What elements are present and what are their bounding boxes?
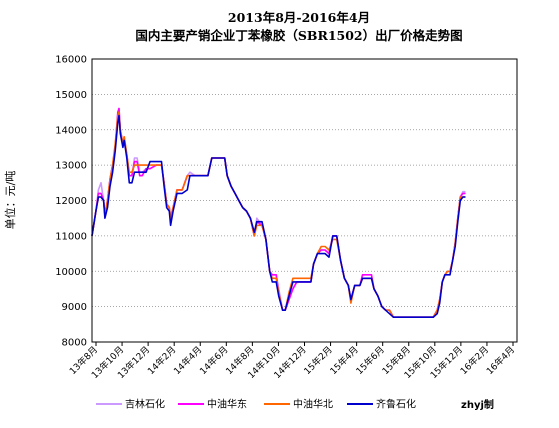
- y-tick-label: 10000: [55, 267, 87, 278]
- y-tick-label: 13000: [55, 161, 87, 172]
- legend: 吉林石化 中油华东 中油华北 齐鲁石化: [96, 398, 416, 411]
- y-tick-label: 12000: [55, 196, 87, 207]
- y-tick-label: 16000: [55, 55, 87, 66]
- series-layer: [91, 107, 466, 318]
- legend-label: 齐鲁石化: [376, 398, 416, 411]
- legend-label: 吉林石化: [125, 398, 165, 411]
- x-tick-labels: 13年8月13年10月13年12月14年2月14年4月14年6月14年8月14年…: [67, 342, 517, 381]
- y-tick-label: 11000: [55, 231, 87, 242]
- grid-layer: [92, 58, 517, 308]
- chart-subtitle: 国内主要产销企业丁苯橡胶（SBR1502）出厂价格走势图: [135, 28, 462, 43]
- x-tick-label: 16年4月: [484, 344, 517, 377]
- plot-frame: [91, 58, 518, 343]
- y-tick-labels: 8000 9000 10000 11000 12000 13000 14000 15000 16…: [55, 55, 87, 349]
- y-tick-label: 15000: [55, 90, 87, 101]
- y-axis-label: 单位：元/吨: [3, 171, 17, 230]
- watermark: zhyj制: [461, 398, 494, 411]
- axis-layer: [91, 58, 518, 343]
- legend-label: 中油华东: [207, 398, 247, 411]
- legend-label: 中油华北: [293, 398, 333, 411]
- y-tick-label: 8000: [62, 338, 87, 349]
- y-tick-label: 9000: [62, 302, 87, 313]
- series-line: [91, 107, 466, 318]
- series-line: [91, 114, 466, 318]
- chart-title: 2013年8月-2016年4月: [228, 10, 370, 25]
- y-tick-label: 14000: [55, 125, 87, 136]
